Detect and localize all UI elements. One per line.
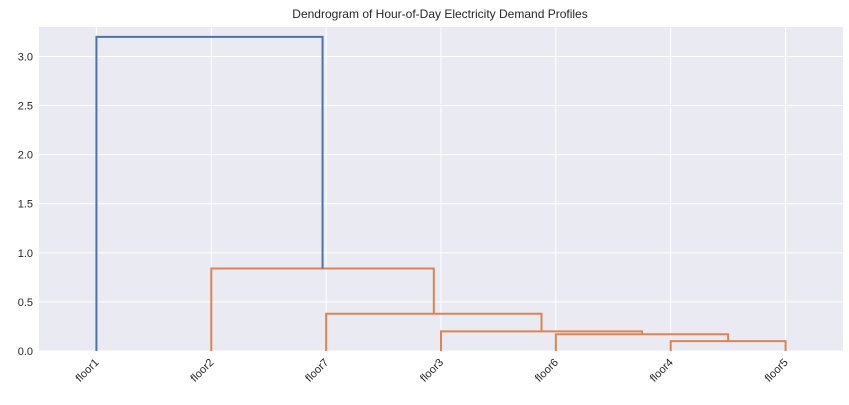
dendrogram-link-2 <box>440 330 643 351</box>
x-tick-label-floor5: floor5 <box>763 357 791 385</box>
chart-title: Dendrogram of Hour-of-Day Electricity De… <box>292 7 587 21</box>
x-tick-label-floor7: floor7 <box>303 357 331 385</box>
x-tick-label-floor3: floor3 <box>418 357 446 385</box>
dendrogram-links <box>95 35 787 351</box>
x-tick-label-floor2: floor2 <box>188 357 216 385</box>
x-tick-label-floor6: floor6 <box>533 357 561 385</box>
x-tick-label-floor1: floor1 <box>74 357 102 385</box>
y-tick-label: 1.5 <box>18 199 33 211</box>
y-tick-label: 2.0 <box>18 150 33 162</box>
y-tick-label: 0.0 <box>18 346 33 358</box>
y-tick-label: 3.0 <box>18 51 33 63</box>
x-axis-ticks: floor1 floor2 floor7 floor3 floor6 floor4 floo… <box>74 357 791 385</box>
y-tick-label: 0.5 <box>18 297 33 309</box>
dendrogram-link-3 <box>325 312 543 351</box>
dendrogram-link-0 <box>669 340 787 351</box>
dendrogram-link-5 <box>95 35 324 351</box>
y-axis-ticks: 0.0 0.5 1.0 1.5 2.0 2.5 3.0 <box>18 51 33 358</box>
y-tick-label: 2.5 <box>18 101 33 113</box>
x-tick-label-floor4: floor4 <box>648 357 676 385</box>
y-tick-label: 1.0 <box>18 248 33 260</box>
